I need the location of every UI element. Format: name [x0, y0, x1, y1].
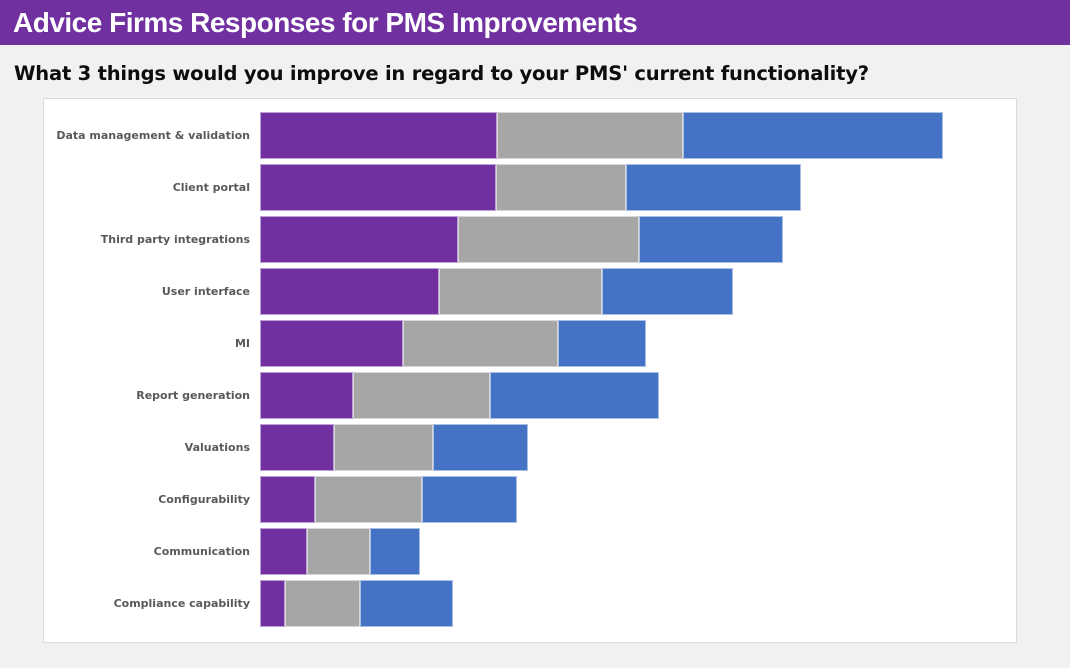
category-label: Data management & validation: [56, 128, 250, 142]
bar-segment-purple: [260, 320, 403, 367]
app-header: Advice Firms Responses for PMS Improveme…: [0, 0, 1070, 45]
chart-row: Client portal: [44, 164, 1016, 211]
category-label: Third party integrations: [100, 232, 250, 246]
chart-panel: Data management & validation Client porta…: [43, 98, 1017, 643]
category-label: Report generation: [136, 388, 250, 402]
bar-track: [260, 372, 1016, 419]
bar-track: [260, 112, 1016, 159]
bar-segment-blue: [422, 476, 517, 523]
bar-segment-gray: [497, 112, 683, 159]
bar-segment-gray: [315, 476, 422, 523]
chart-row: MI: [44, 320, 1016, 367]
chart-row: Report generation: [44, 372, 1016, 419]
bar-track: [260, 216, 1016, 263]
bar-segment-blue: [490, 372, 659, 419]
bar-track: [260, 268, 1016, 315]
bar-track: [260, 476, 1016, 523]
chart-row: Third party integrations: [44, 216, 1016, 263]
bar-segment-purple: [260, 528, 307, 575]
bar-segment-gray: [334, 424, 433, 471]
bar-segment-gray: [496, 164, 626, 211]
bar-segment-blue: [626, 164, 801, 211]
bar-segment-blue: [370, 528, 420, 575]
category-label: Client portal: [172, 180, 250, 194]
bar-segment-gray: [439, 268, 602, 315]
bar-segment-gray: [307, 528, 370, 575]
bar-segment-blue: [683, 112, 943, 159]
bar-segment-blue: [602, 268, 733, 315]
bar-segment-blue: [433, 424, 528, 471]
bar-segment-blue: [558, 320, 646, 367]
chart-row: Data management & validation: [44, 112, 1016, 159]
bar-track: [260, 164, 1016, 211]
bar-segment-purple: [260, 164, 496, 211]
category-label: MI: [234, 336, 250, 350]
category-label: User interface: [161, 284, 250, 298]
bar-segment-purple: [260, 424, 334, 471]
bar-segment-gray: [285, 580, 360, 627]
bar-segment-purple: [260, 268, 439, 315]
stacked-bar-chart: Data management & validation Client porta…: [44, 112, 1016, 627]
bar-segment-purple: [260, 476, 315, 523]
bar-segment-gray: [458, 216, 639, 263]
chart-row: Configurability: [44, 476, 1016, 523]
bar-track: [260, 528, 1016, 575]
chart-row: User interface: [44, 268, 1016, 315]
bar-segment-purple: [260, 112, 497, 159]
bar-segment-gray: [403, 320, 558, 367]
bar-segment-blue: [360, 580, 453, 627]
category-label: Valuations: [184, 440, 250, 454]
bar-segment-blue: [639, 216, 783, 263]
chart-question: What 3 things would you improve in regar…: [14, 62, 869, 85]
bar-track: [260, 580, 1016, 627]
chart-row: Valuations: [44, 424, 1016, 471]
category-label: Configurability: [158, 492, 250, 506]
category-label: Communication: [153, 544, 250, 558]
bar-segment-purple: [260, 580, 285, 627]
page-title: Advice Firms Responses for PMS Improveme…: [13, 6, 638, 38]
category-label: Compliance capability: [113, 596, 250, 610]
bar-segment-purple: [260, 372, 353, 419]
bar-segment-gray: [353, 372, 490, 419]
bar-segment-purple: [260, 216, 458, 263]
bar-track: [260, 424, 1016, 471]
chart-row: Compliance capability: [44, 580, 1016, 627]
chart-row: Communication: [44, 528, 1016, 575]
bar-track: [260, 320, 1016, 367]
